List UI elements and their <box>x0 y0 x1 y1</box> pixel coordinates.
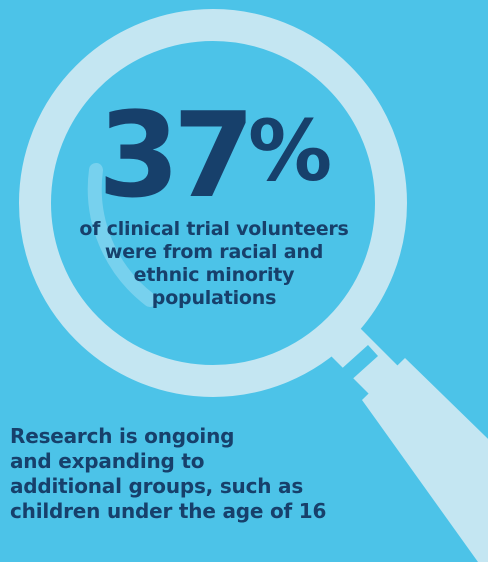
lens-glare <box>87 163 157 307</box>
stat-caption: of clinical trial volunteers were from r… <box>55 218 373 310</box>
stat-caption-line: of clinical trial volunteers <box>79 218 349 240</box>
footnote-line: and expanding to <box>10 449 205 473</box>
stat-number: 37% <box>90 92 340 214</box>
stat-value: 37 <box>97 86 255 224</box>
footnote: Research is ongoing and expanding to add… <box>10 424 390 524</box>
handle <box>362 358 488 562</box>
stat-caption-line: populations <box>151 287 277 309</box>
stat-percent-sign: % <box>248 102 333 200</box>
stat-caption-line: were from racial and <box>104 241 324 263</box>
footnote-line: additional groups, such as <box>10 474 304 498</box>
handle-neck-gap <box>338 345 378 383</box>
footnote-line: Research is ongoing <box>10 424 235 448</box>
stat-caption-line: ethnic minority <box>133 264 295 286</box>
footnote-line: children under the age of 16 <box>10 499 327 523</box>
lens-ring <box>19 9 407 397</box>
